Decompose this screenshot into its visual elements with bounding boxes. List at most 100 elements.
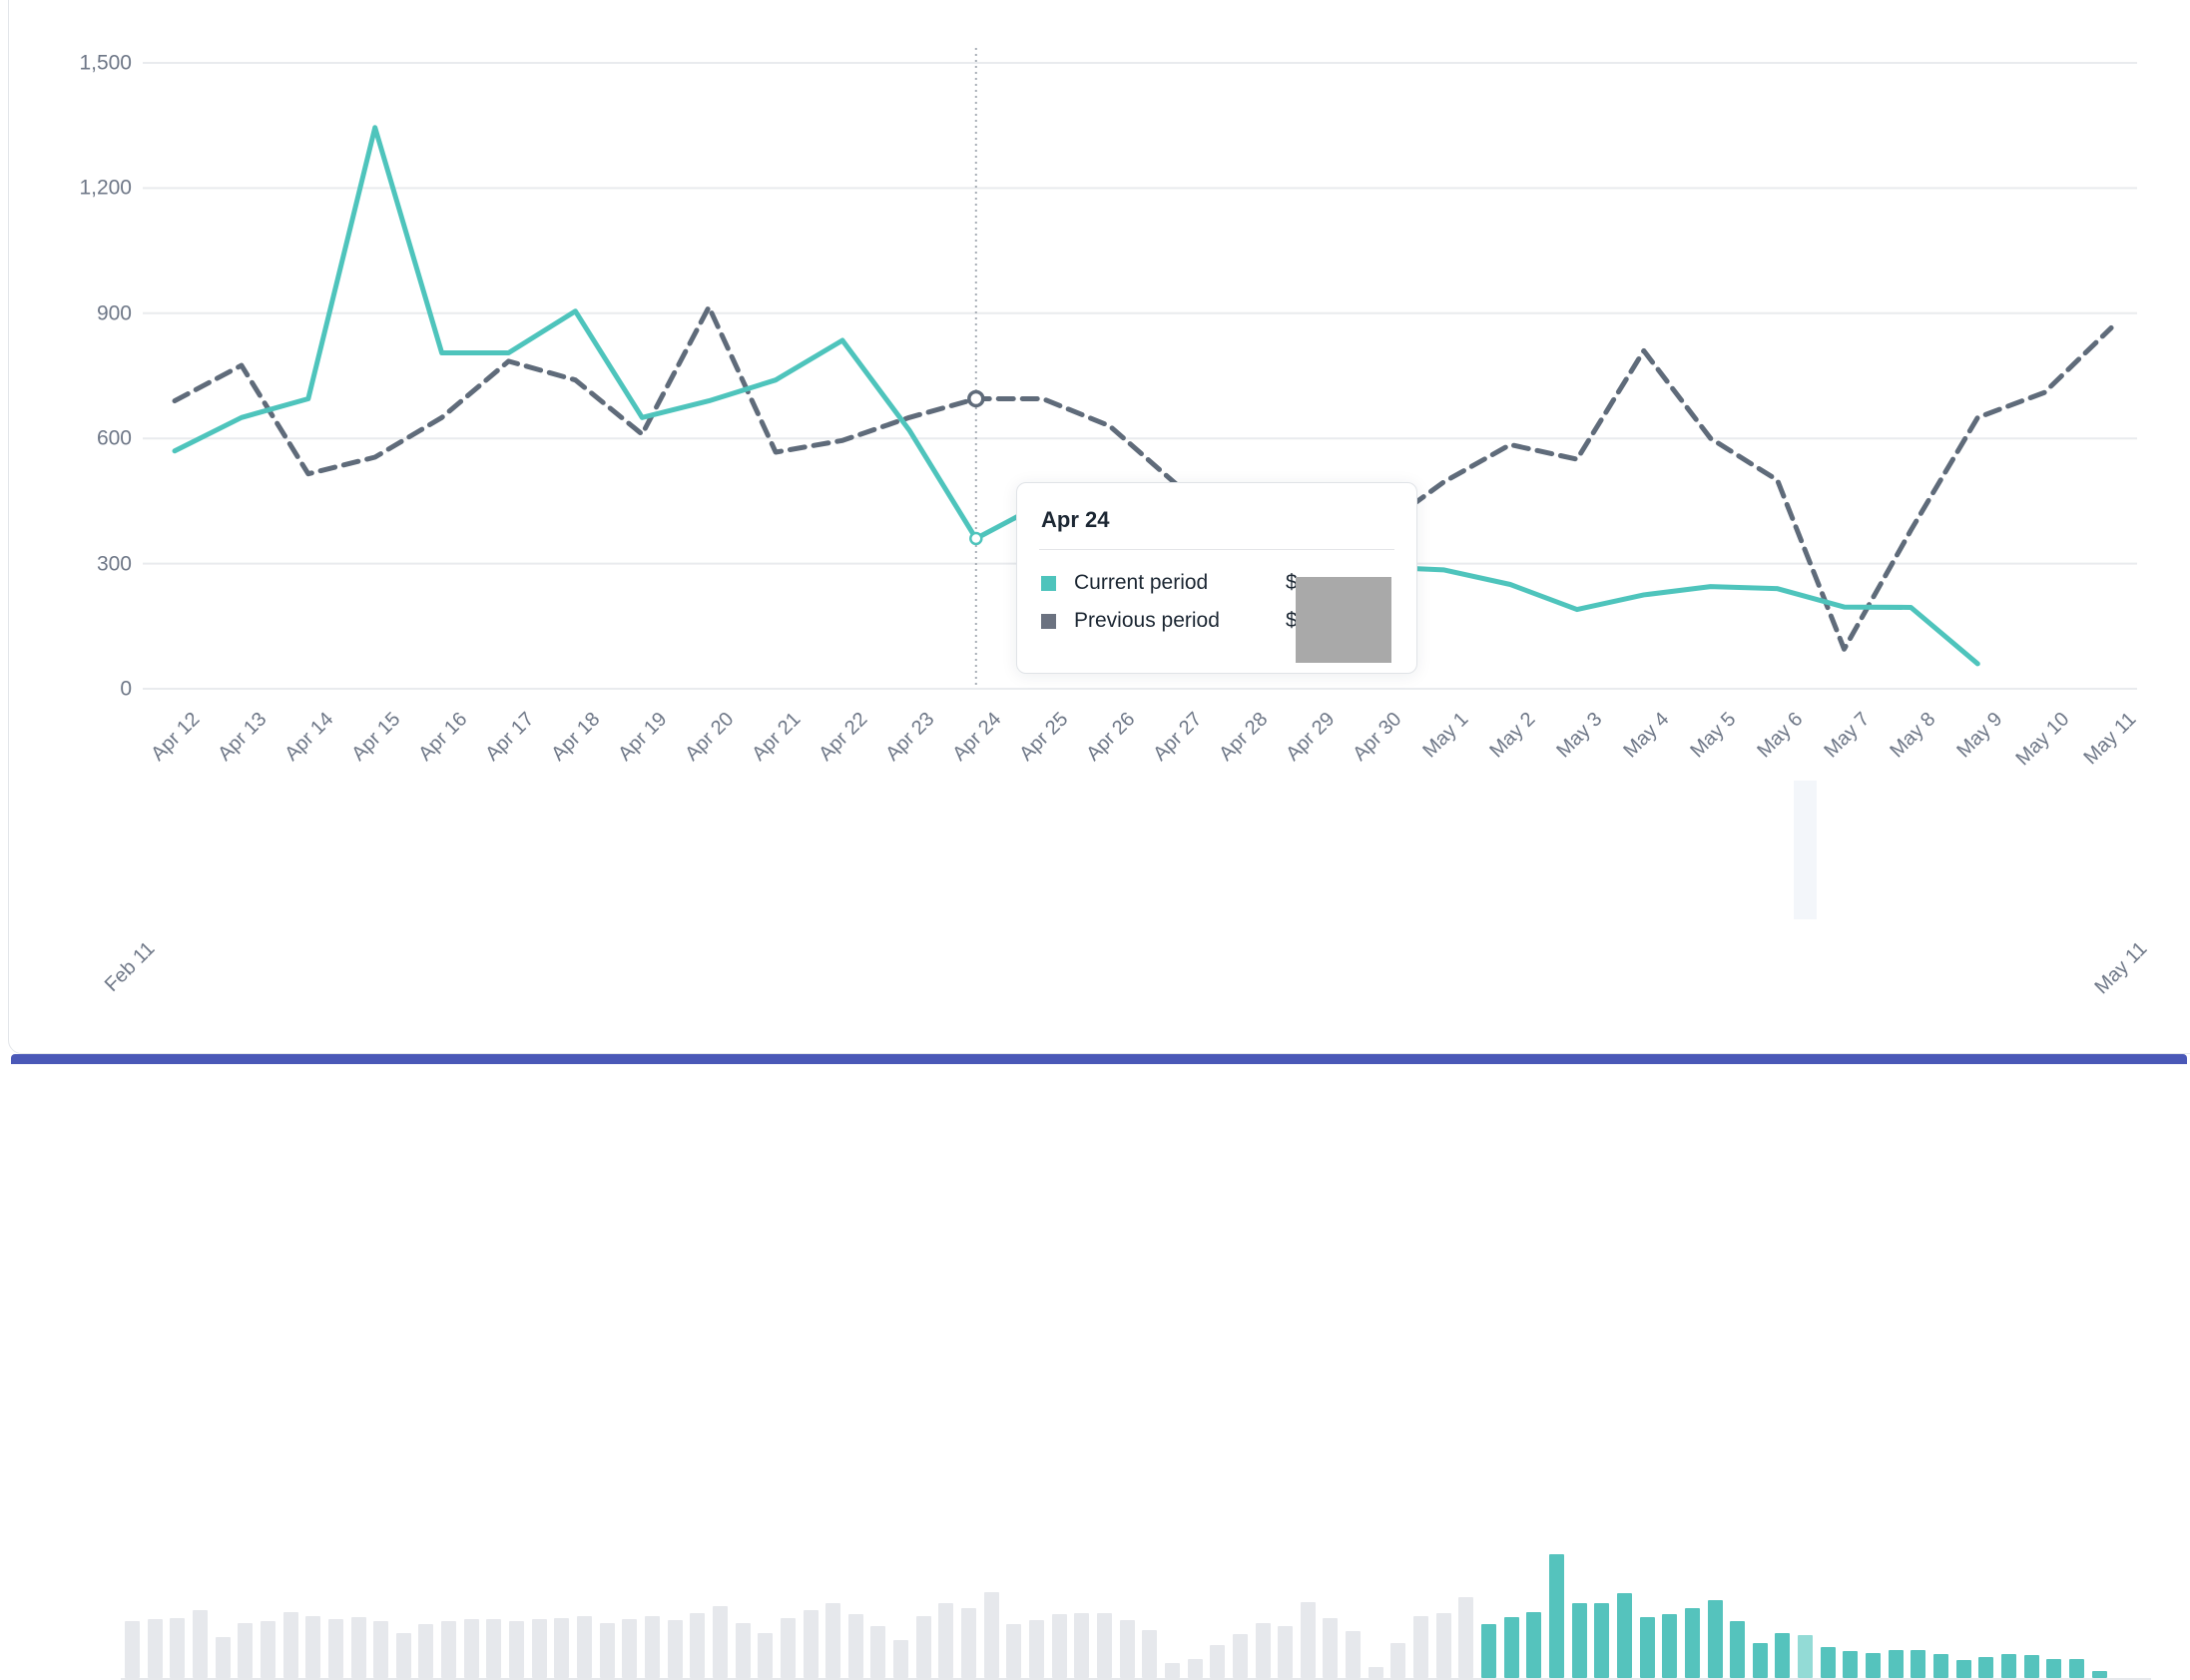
mini-bar <box>1164 1663 1180 1678</box>
range-selector[interactable] <box>0 759 2190 1680</box>
mini-bar-selected <box>1955 1660 1971 1678</box>
mini-bar-selected <box>1481 1624 1496 1678</box>
mini-bar-selected <box>2091 1671 2107 1678</box>
mini-bar-selected <box>1866 1653 1882 1678</box>
y-axis-label: 300 <box>96 552 132 576</box>
mini-bar <box>1187 1659 1203 1678</box>
y-axis-label: 600 <box>96 426 132 450</box>
mini-bar <box>147 1619 163 1678</box>
mini-bar-selected <box>1843 1651 1859 1678</box>
mini-hover-highlight <box>1794 781 1818 919</box>
mini-bar-selected <box>1639 1617 1655 1678</box>
mini-bar <box>192 1610 208 1678</box>
mini-bar <box>915 1616 931 1678</box>
mini-bar <box>373 1621 389 1678</box>
mini-bar-selected <box>1526 1612 1542 1678</box>
mini-bar <box>418 1624 434 1678</box>
bottom-panel-edge <box>11 1054 2187 1064</box>
mini-bar <box>1300 1602 1316 1678</box>
mini-bar <box>1210 1645 1226 1678</box>
tooltip-divider <box>1039 549 1394 550</box>
mini-bar <box>1119 1620 1135 1678</box>
mini-bar <box>215 1637 231 1678</box>
mini-bar-selected <box>1503 1617 1519 1678</box>
mini-bar <box>870 1626 886 1678</box>
mini-bar <box>1390 1643 1406 1678</box>
mini-bar-selected <box>1775 1633 1791 1678</box>
tooltip-value-previous: $ <box>1286 609 1298 632</box>
mini-bar <box>509 1621 525 1678</box>
tooltip-date-title: Apr 24 <box>1041 507 1110 532</box>
mini-bar <box>531 1619 547 1678</box>
mini-bar <box>305 1616 321 1678</box>
previous-period-marker <box>967 389 985 408</box>
mini-bar <box>486 1619 502 1678</box>
mini-bar <box>463 1619 479 1678</box>
tooltip-label-current: Current period <box>1074 571 1209 594</box>
mini-bar-selected <box>1978 1657 1994 1678</box>
mini-bar-selected <box>1662 1614 1678 1678</box>
mini-bar <box>282 1612 298 1678</box>
mini-bar <box>1096 1613 1112 1678</box>
mini-bar <box>1346 1631 1362 1678</box>
mini-bar <box>961 1608 977 1678</box>
mini-bar <box>1278 1626 1294 1678</box>
mini-bar <box>983 1592 999 1678</box>
mini-bar-selected <box>1911 1650 1926 1678</box>
mini-bar <box>1368 1667 1383 1678</box>
mini-bar <box>577 1616 592 1678</box>
mini-bar <box>599 1623 615 1678</box>
mini-bar <box>395 1633 411 1678</box>
previous-period-swatch-icon <box>1041 613 1056 629</box>
current-period-swatch-icon <box>1041 575 1056 591</box>
mini-bar <box>1323 1618 1339 1678</box>
mini-bar <box>667 1620 683 1678</box>
mini-bar-selected <box>1933 1654 1948 1678</box>
mini-bar <box>170 1618 186 1678</box>
previous-period-line <box>172 304 2114 652</box>
y-axis-label: 0 <box>120 677 132 701</box>
mini-bar <box>554 1618 570 1678</box>
hover-tooltip: Apr 24 Current period $ Previous period … <box>1016 482 1417 674</box>
mini-bar-selected <box>1594 1603 1610 1678</box>
mini-bar <box>1255 1623 1271 1678</box>
mini-bar-selected <box>2046 1659 2062 1678</box>
mini-bar <box>938 1603 954 1678</box>
mini-bar-selected <box>1730 1621 1746 1678</box>
y-axis-label: 900 <box>96 301 132 325</box>
mini-bar <box>893 1640 909 1678</box>
redacted-value-overlay <box>1296 577 1391 663</box>
mini-bar <box>1435 1613 1451 1678</box>
mini-bar <box>441 1621 457 1678</box>
mini-bar <box>350 1617 366 1678</box>
mini-bar-selected <box>2000 1654 2016 1678</box>
mini-bar <box>712 1606 728 1678</box>
mini-bar <box>825 1603 841 1678</box>
mini-bar <box>1458 1597 1474 1678</box>
tooltip-label-previous: Previous period <box>1074 609 1220 632</box>
tooltip-value-current: $ <box>1286 571 1298 594</box>
mini-bar <box>1232 1634 1248 1678</box>
mini-bar <box>1029 1620 1044 1678</box>
mini-bar <box>327 1619 343 1678</box>
mini-bar-selected <box>1684 1608 1700 1678</box>
mini-bar-selected <box>1798 1635 1814 1678</box>
mini-bar <box>260 1621 275 1678</box>
current-period-marker <box>969 531 983 546</box>
mini-bar-selected <box>1752 1643 1768 1678</box>
mini-bar <box>125 1621 140 1678</box>
mini-bar <box>803 1610 819 1678</box>
tooltip-row-previous: Previous period $ <box>1041 602 1392 640</box>
mini-bar <box>847 1614 863 1678</box>
mini-bar-selected <box>1616 1593 1632 1678</box>
mini-bar-selected <box>1548 1554 1564 1678</box>
mini-bar-selected <box>2068 1659 2084 1678</box>
mini-bar-selected <box>1820 1647 1836 1678</box>
mini-bar <box>758 1633 774 1678</box>
y-axis-label: 1,500 <box>79 51 132 75</box>
mini-bar-selected <box>1571 1603 1587 1678</box>
mini-bar <box>622 1619 638 1678</box>
mini-bar <box>238 1623 254 1678</box>
mini-bar <box>1142 1630 1158 1678</box>
mini-bar <box>1413 1616 1429 1678</box>
